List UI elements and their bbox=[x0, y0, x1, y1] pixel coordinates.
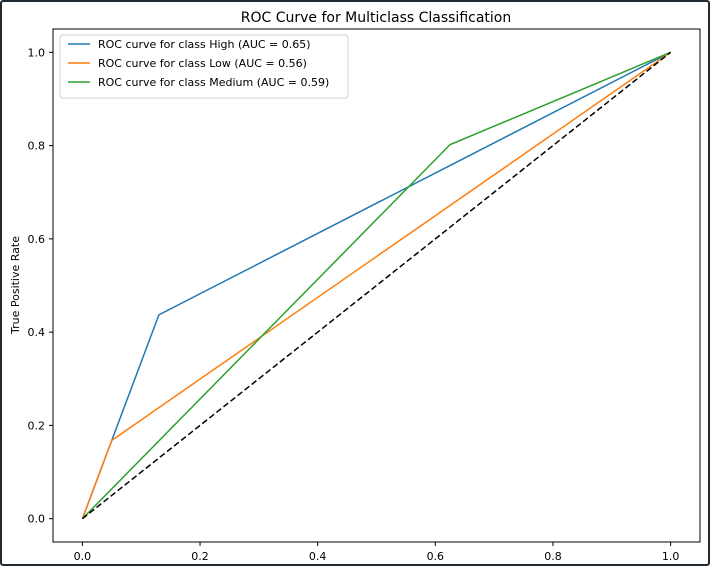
plot-area bbox=[52, 28, 701, 543]
chart-title: ROC Curve for Multiclass Classification bbox=[241, 10, 511, 26]
x-tick-label: 0.0 bbox=[74, 550, 92, 563]
legend: ROC curve for class High (AUC = 0.65) ROC… bbox=[59, 34, 349, 99]
plot-lines bbox=[81, 51, 672, 520]
legend-box bbox=[59, 34, 349, 99]
x-tick-label: 1.0 bbox=[662, 550, 680, 563]
legend-entry: ROC curve for class Low (AUC = 0.56) bbox=[98, 57, 307, 70]
series-line-2 bbox=[81, 51, 671, 520]
y-tick-label: 0.2 bbox=[28, 419, 46, 432]
y-axis-label: True Positive Rate bbox=[9, 236, 22, 335]
x-tick-label: 0.4 bbox=[309, 550, 327, 563]
y-tick-label: 0.8 bbox=[28, 140, 46, 153]
x-tick-label: 0.8 bbox=[544, 550, 562, 563]
x-tick-label: 0.2 bbox=[191, 550, 209, 563]
y-tick-label: 1.0 bbox=[28, 46, 46, 59]
series-line-1 bbox=[81, 51, 672, 519]
y-tick-label: 0.0 bbox=[28, 513, 46, 526]
y-tick-label: 0.4 bbox=[28, 326, 46, 339]
legend-entry: ROC curve for class High (AUC = 0.65) bbox=[98, 38, 311, 51]
legend-entry: ROC curve for class Medium (AUC = 0.59) bbox=[98, 76, 329, 89]
y-tick-label: 0.6 bbox=[28, 233, 46, 246]
axis-ticks: 0.0 0.2 0.4 0.6 0.8 1.0 0.0 0.2 0.4 0.6 0.8 1.0 bbox=[28, 46, 680, 563]
reference-diagonal-line bbox=[81, 51, 672, 520]
x-tick-label: 0.6 bbox=[427, 550, 445, 563]
